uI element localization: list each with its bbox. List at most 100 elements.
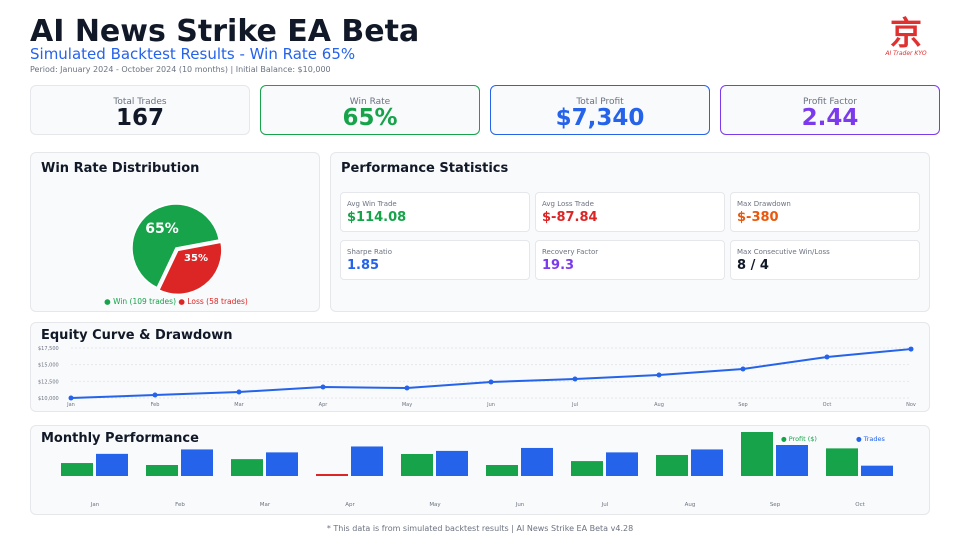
stat-value: 19.3 — [542, 258, 575, 273]
x-tick-label: May — [402, 402, 412, 408]
profit-bar — [146, 465, 178, 476]
equity-point — [68, 395, 74, 401]
kpi-value: 65% — [342, 105, 398, 131]
equity-point — [824, 354, 830, 360]
profit-bar — [656, 454, 688, 476]
stat-card: Recovery Factor 19.3 — [535, 240, 725, 280]
win-rate-pie: 65% 35% — [131, 203, 223, 296]
x-tick-label: Oct — [823, 402, 832, 408]
x-tick-label: Feb — [151, 402, 160, 408]
profit-bar — [231, 459, 263, 476]
stat-value: $-87.84 — [542, 210, 598, 225]
x-tick-label: Jul — [601, 502, 609, 508]
y-tick-label: $10,000 — [38, 396, 59, 402]
x-tick-label: Apr — [319, 402, 329, 408]
monthly-chart: Jan Feb Mar Apr May Jun Jul Aug Sep Oct ● Profit (… — [61, 432, 893, 508]
x-tick-label: Sep — [738, 402, 747, 408]
equity-point — [236, 389, 242, 395]
equity-panel: Equity Curve & Drawdown $10,000 $12,500 $1… — [30, 322, 930, 412]
x-tick-label: Mar — [260, 502, 271, 508]
profit-bar — [571, 461, 603, 476]
subtitle: Simulated Backtest Results - Win Rate 65… — [30, 45, 356, 63]
trades-bar — [606, 452, 638, 476]
legend-win: ● Win (109 trades) — [104, 297, 176, 306]
stat-value: 1.85 — [347, 258, 380, 273]
x-tick-label: Feb — [175, 502, 185, 508]
kpi-value: $7,340 — [555, 105, 645, 131]
legend-loss: ● Loss (58 trades) — [178, 297, 248, 306]
stat-label: Sharpe Ratio — [347, 248, 392, 256]
trades-bar — [181, 449, 213, 476]
equity-point — [488, 379, 494, 385]
kpi-label: Total Trades — [113, 97, 167, 107]
kpi-card: Win Rate 65% — [260, 85, 480, 135]
period-info: Period: January 2024 - October 2024 (10 … — [30, 65, 331, 74]
stats-title: Performance Statistics — [341, 161, 509, 176]
kpi-card: Profit Factor 2.44 — [720, 85, 940, 135]
profit-bar — [486, 465, 518, 476]
stat-label: Avg Loss Trade — [542, 200, 594, 208]
trades-bar — [776, 445, 808, 476]
equity-line — [70, 348, 912, 399]
stat-card: Sharpe Ratio 1.85 — [340, 240, 530, 280]
kpi-card: Total Trades 167 — [30, 85, 250, 135]
trades-bar — [266, 452, 298, 476]
equity-chart: $10,000 $12,500 $15,000 $17,500 Jan Feb Mar Apr… — [38, 346, 916, 408]
stat-label: Max Consecutive Win/Loss — [737, 248, 830, 256]
x-tick-label: Jan — [90, 502, 100, 508]
kpi-label: Profit Factor — [803, 97, 857, 107]
equity-point — [320, 384, 326, 390]
equity-point — [152, 392, 158, 398]
pie-slice-win — [131, 203, 221, 289]
stat-card: Max Drawdown $-380 — [730, 192, 920, 232]
equity-point — [656, 372, 662, 378]
stats-panel: Performance Statistics Avg Win Trade $114… — [330, 152, 930, 312]
kpi-value: 2.44 — [801, 105, 859, 131]
legend-profit: ● Profit ($) — [781, 435, 817, 443]
pie-label-loss: 35% — [184, 253, 208, 264]
x-tick-label: Jun — [515, 502, 525, 508]
profit-bar — [401, 454, 433, 476]
win-rate-title: Win Rate Distribution — [41, 161, 200, 176]
x-tick-label: Jun — [486, 402, 495, 408]
stat-value: $-380 — [737, 210, 779, 225]
y-tick-label: $15,000 — [38, 363, 59, 369]
kpi-label: Win Rate — [349, 97, 391, 107]
kpi-value: 167 — [115, 105, 164, 131]
x-tick-label: Nov — [906, 402, 916, 408]
y-tick-label: $12,500 — [38, 379, 59, 385]
x-tick-label: Aug — [654, 402, 664, 408]
x-tick-label: Jul — [571, 402, 578, 408]
monthly-panel: Monthly Performance Jan Feb Mar Apr May Jun Ju… — [30, 425, 930, 515]
equity-title: Equity Curve & Drawdown — [41, 328, 233, 343]
pie-label-win: 65% — [145, 221, 179, 237]
stat-label: Max Drawdown — [737, 200, 791, 208]
monthly-title: Monthly Performance — [41, 431, 199, 446]
trades-bar — [96, 453, 128, 476]
x-tick-label: Sep — [770, 502, 781, 508]
trades-bar — [691, 449, 723, 476]
y-tick-label: $17,500 — [38, 346, 59, 352]
x-tick-label: Mar — [234, 402, 244, 408]
stat-label: Recovery Factor — [542, 248, 599, 256]
profit-bar — [316, 474, 348, 476]
stat-card: Avg Win Trade $114.08 — [340, 192, 530, 232]
x-tick-label: May — [429, 502, 441, 508]
win-rate-panel: Win Rate Distribution 65% 35% ● Win (109 … — [30, 152, 320, 312]
x-tick-label: Apr — [345, 502, 355, 508]
trades-bar — [436, 450, 468, 476]
profit-bar — [741, 432, 773, 476]
x-tick-label: Jan — [66, 402, 75, 408]
logo: 京 AI Trader KYO — [885, 14, 927, 57]
legend-trades: ● Trades — [856, 435, 886, 443]
stat-label: Avg Win Trade — [347, 200, 397, 208]
equity-point — [740, 366, 746, 372]
stat-card: Avg Loss Trade $-87.84 — [535, 192, 725, 232]
trades-bar — [351, 446, 383, 476]
pie-slice-loss — [157, 241, 223, 296]
profit-bar — [826, 448, 858, 476]
x-tick-label: Oct — [855, 502, 865, 508]
stat-value: 8 / 4 — [737, 258, 769, 273]
equity-point — [572, 376, 578, 382]
footer-note: * This data is from simulated backtest r… — [326, 524, 634, 533]
